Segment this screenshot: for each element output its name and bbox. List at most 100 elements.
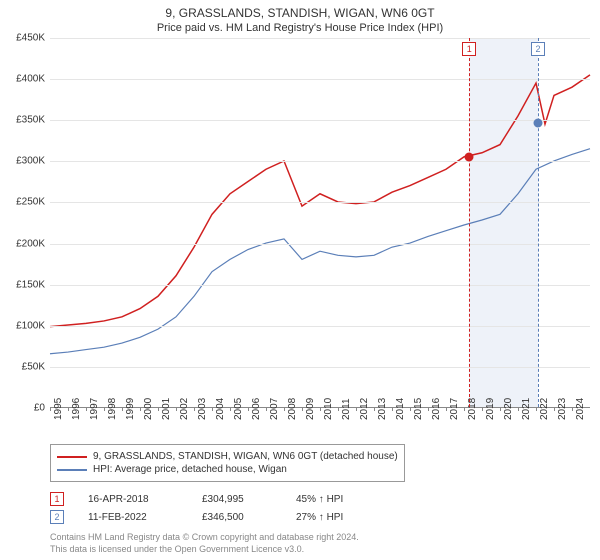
x-tick-label: 2024 (575, 398, 586, 420)
footer-line: Contains HM Land Registry data © Crown c… (50, 532, 600, 544)
y-tick-label: £450K (0, 33, 45, 44)
x-tick (500, 407, 501, 411)
x-tick-label: 2011 (341, 398, 352, 420)
x-tick (194, 407, 195, 411)
footer-line: This data is licensed under the Open Gov… (50, 544, 600, 556)
x-tick-label: 2013 (377, 398, 388, 420)
sale-row: 2 11-FEB-2022 £346,500 27% ↑ HPI (50, 510, 600, 524)
x-tick-label: 2012 (359, 398, 370, 420)
x-tick (356, 407, 357, 411)
x-tick-label: 2021 (521, 398, 532, 420)
x-tick (68, 407, 69, 411)
y-gridline (50, 285, 590, 286)
y-tick-label: £200K (0, 238, 45, 249)
legend-box: 9, GRASSLANDS, STANDISH, WIGAN, WN6 0GT … (50, 444, 405, 482)
x-tick (176, 407, 177, 411)
x-tick (410, 407, 411, 411)
x-tick-label: 2015 (413, 398, 424, 420)
y-gridline (50, 79, 590, 80)
y-gridline (50, 202, 590, 203)
x-tick-label: 1995 (53, 398, 64, 420)
x-tick-label: 2010 (323, 398, 334, 420)
x-tick (554, 407, 555, 411)
x-tick-label: 2001 (161, 398, 172, 420)
x-tick (266, 407, 267, 411)
x-tick-label: 1996 (71, 398, 82, 420)
x-tick-label: 2003 (197, 398, 208, 420)
x-tick-label: 1998 (107, 398, 118, 420)
x-tick (158, 407, 159, 411)
legend-label: 9, GRASSLANDS, STANDISH, WIGAN, WN6 0GT … (93, 451, 398, 462)
x-tick (284, 407, 285, 411)
x-tick-label: 2000 (143, 398, 154, 420)
x-tick-label: 2002 (179, 398, 190, 420)
sale-badge: 2 (50, 510, 64, 524)
y-tick-label: £0 (0, 403, 45, 414)
x-tick (122, 407, 123, 411)
x-tick-label: 2007 (269, 398, 280, 420)
legend-label: HPI: Average price, detached house, Wiga… (93, 464, 287, 475)
legend-swatch (57, 469, 87, 471)
x-tick-label: 2023 (557, 398, 568, 420)
y-tick-label: £300K (0, 156, 45, 167)
sale-price: £346,500 (202, 512, 272, 523)
x-tick-label: 2004 (215, 398, 226, 420)
x-tick (518, 407, 519, 411)
x-tick (230, 407, 231, 411)
x-tick (248, 407, 249, 411)
y-gridline (50, 161, 590, 162)
x-tick (320, 407, 321, 411)
chart-subtitle: Price paid vs. HM Land Registry's House … (0, 20, 600, 38)
sales-table: 1 16-APR-2018 £304,995 45% ↑ HPI 2 11-FE… (50, 492, 600, 524)
y-tick-label: £400K (0, 74, 45, 85)
x-tick (374, 407, 375, 411)
x-tick (428, 407, 429, 411)
x-tick-label: 2009 (305, 398, 316, 420)
x-tick (392, 407, 393, 411)
sale-marker-box: 1 (462, 42, 476, 56)
y-tick-label: £350K (0, 115, 45, 126)
sale-price: £304,995 (202, 494, 272, 505)
y-gridline (50, 244, 590, 245)
series-line-hpi (50, 149, 590, 354)
chart-lines (50, 38, 590, 407)
x-tick-label: 2016 (431, 398, 442, 420)
legend-row: HPI: Average price, detached house, Wiga… (57, 464, 398, 475)
chart-container: { "title": "9, GRASSLANDS, STANDISH, WIG… (0, 0, 600, 560)
chart-plot-area: £0£50K£100K£150K£200K£250K£300K£350K£400… (50, 38, 590, 408)
x-tick (86, 407, 87, 411)
sale-date: 16-APR-2018 (88, 494, 178, 505)
series-line-property (50, 75, 590, 327)
x-tick-label: 2008 (287, 398, 298, 420)
x-tick-label: 2020 (503, 398, 514, 420)
x-tick-label: 2014 (395, 398, 406, 420)
sale-date: 11-FEB-2022 (88, 512, 178, 523)
sale-marker-box: 2 (531, 42, 545, 56)
x-tick (212, 407, 213, 411)
chart-title: 9, GRASSLANDS, STANDISH, WIGAN, WN6 0GT (0, 0, 600, 20)
x-tick-label: 2005 (233, 398, 244, 420)
x-tick (446, 407, 447, 411)
x-tick-label: 2006 (251, 398, 262, 420)
x-tick (572, 407, 573, 411)
sale-delta: 27% ↑ HPI (296, 512, 343, 523)
y-tick-label: £100K (0, 320, 45, 331)
x-tick (482, 407, 483, 411)
sale-point-dot (465, 153, 474, 162)
x-tick (302, 407, 303, 411)
x-tick-label: 1997 (89, 398, 100, 420)
x-tick-label: 1999 (125, 398, 136, 420)
y-gridline (50, 367, 590, 368)
x-tick (338, 407, 339, 411)
legend-swatch (57, 456, 87, 458)
sale-badge: 1 (50, 492, 64, 506)
sale-vline (469, 38, 470, 407)
y-tick-label: £50K (0, 361, 45, 372)
x-tick-label: 2017 (449, 398, 460, 420)
x-tick (536, 407, 537, 411)
x-tick (50, 407, 51, 411)
footer-attribution: Contains HM Land Registry data © Crown c… (50, 532, 600, 555)
sale-point-dot (533, 119, 542, 128)
x-tick (140, 407, 141, 411)
y-gridline (50, 120, 590, 121)
